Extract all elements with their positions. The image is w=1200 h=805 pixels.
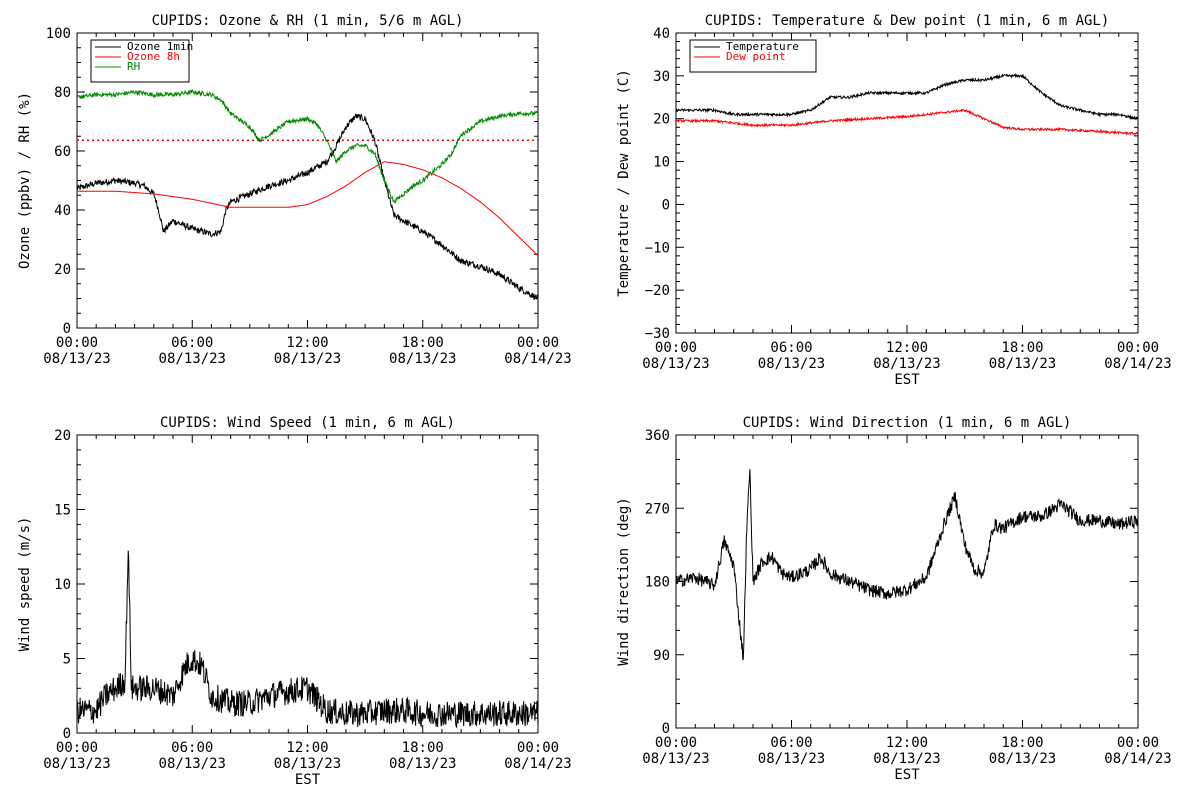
x-tick-label-time: 12:00 <box>886 340 928 356</box>
y-tick-label: 80 <box>54 85 71 101</box>
x-tick-label-time: 00:00 <box>56 335 98 351</box>
y-tick-label: 100 <box>46 26 71 42</box>
x-tick-label-date: 08/13/23 <box>274 756 341 772</box>
y-tick-label: −20 <box>645 283 670 299</box>
x-tick-label-time: 00:00 <box>517 335 559 351</box>
x-tick-label-date: 08/13/23 <box>758 751 825 767</box>
chart-panel-2: CUPIDS: Temperature & Dew point (1 min, … <box>616 13 1172 388</box>
y-tick-label: 0 <box>63 726 71 742</box>
x-axis-label: EST <box>894 767 920 783</box>
chart-panel-3: CUPIDS: Wind Speed (1 min, 6 m AGL) 00:00… <box>17 415 572 788</box>
y-tick-label: 180 <box>645 575 670 591</box>
x-tick-label-date: 08/13/23 <box>642 751 709 767</box>
x-tick-label-date: 08/14/23 <box>1104 751 1171 767</box>
plot-frame <box>675 32 1139 334</box>
x-tick-label-date: 08/13/23 <box>989 356 1056 372</box>
y-tick-label: 15 <box>54 503 71 519</box>
x-tick-label-date: 08/13/23 <box>159 756 226 772</box>
x-tick-label-date: 08/13/23 <box>642 356 709 372</box>
x-tick-label-time: 18:00 <box>402 740 444 756</box>
x-tick-label-time: 18:00 <box>1001 340 1043 356</box>
x-tick-label-time: 18:00 <box>402 335 444 351</box>
y-axis-label: Wind direction (deg) <box>616 497 632 666</box>
y-tick-label: 10 <box>653 155 670 171</box>
x-tick-label-time: 06:00 <box>770 340 812 356</box>
x-axis-label: EST <box>295 772 321 788</box>
chart-title: CUPIDS: Ozone & RH (1 min, 5/6 m AGL) <box>152 13 464 29</box>
legend-label: Temperature <box>726 40 799 53</box>
x-tick-label-date: 08/13/23 <box>43 756 110 772</box>
y-axis-label: Ozone (ppbv) / RH (%) <box>17 92 33 269</box>
x-tick-label-date: 08/13/23 <box>389 756 456 772</box>
y-axis-label: Wind speed (m/s) <box>17 517 33 652</box>
x-tick-label-date: 08/13/23 <box>274 351 341 367</box>
y-tick-label: 360 <box>645 428 670 444</box>
x-tick-label-time: 18:00 <box>1001 735 1043 751</box>
x-tick-label-time: 00:00 <box>655 340 697 356</box>
x-tick-label-time: 00:00 <box>1117 340 1159 356</box>
x-tick-label-date: 08/13/23 <box>159 351 226 367</box>
legend-label: RH <box>127 60 140 73</box>
y-tick-label: 270 <box>645 501 670 517</box>
y-tick-label: 30 <box>653 69 670 85</box>
y-tick-label: 10 <box>54 577 71 593</box>
legend-label: Ozone 8h <box>127 50 180 63</box>
series-line-1 <box>676 469 1138 661</box>
x-tick-label-time: 06:00 <box>171 740 213 756</box>
series-line-1 <box>77 550 538 729</box>
y-tick-label: 5 <box>63 652 71 668</box>
x-tick-label-time: 12:00 <box>286 335 328 351</box>
x-tick-label-time: 00:00 <box>517 740 559 756</box>
series-line-2 <box>77 161 538 256</box>
y-tick-label: 40 <box>653 26 670 42</box>
chart-panel-4: CUPIDS: Wind Direction (1 min, 6 m AGL) 0… <box>616 415 1172 783</box>
x-tick-label-date: 08/13/23 <box>758 356 825 372</box>
legend-label: Dew point <box>726 50 786 63</box>
y-tick-label: 20 <box>653 112 670 128</box>
y-tick-label: 0 <box>662 721 670 737</box>
x-tick-label-time: 06:00 <box>171 335 213 351</box>
y-axis-label: Temperature / Dew point (C) <box>616 69 632 297</box>
series-line-2 <box>676 108 1138 136</box>
x-tick-label-date: 08/13/23 <box>389 351 456 367</box>
x-tick-label-time: 00:00 <box>1117 735 1159 751</box>
chart-title: CUPIDS: Wind Direction (1 min, 6 m AGL) <box>743 415 1072 431</box>
series-line-3 <box>77 89 538 204</box>
x-tick-label-time: 00:00 <box>56 740 98 756</box>
y-tick-label: 0 <box>63 321 71 337</box>
x-tick-label-date: 08/13/23 <box>873 356 940 372</box>
chart-panel-1: CUPIDS: Ozone & RH (1 min, 5/6 m AGL) 00:… <box>17 13 572 367</box>
x-tick-label-date: 08/13/23 <box>43 351 110 367</box>
series-line-1 <box>676 72 1138 121</box>
x-tick-label-time: 06:00 <box>770 735 812 751</box>
y-tick-label: 20 <box>54 262 71 278</box>
legend-box <box>689 39 817 73</box>
x-tick-label-time: 00:00 <box>655 735 697 751</box>
y-tick-label: 90 <box>653 648 670 664</box>
x-axis-label: EST <box>894 372 920 388</box>
chart-title: CUPIDS: Temperature & Dew point (1 min, … <box>705 13 1110 29</box>
x-tick-label-date: 08/14/23 <box>504 351 571 367</box>
chart-title: CUPIDS: Wind Speed (1 min, 6 m AGL) <box>160 415 455 431</box>
y-tick-label: 60 <box>54 144 71 160</box>
y-tick-label: 0 <box>662 197 670 213</box>
x-tick-label-date: 08/13/23 <box>989 751 1056 767</box>
x-tick-label-time: 12:00 <box>286 740 328 756</box>
y-tick-label: 20 <box>54 428 71 444</box>
x-tick-label-date: 08/14/23 <box>504 756 571 772</box>
legend-label: Ozone 1min <box>127 40 193 53</box>
x-tick-label-date: 08/13/23 <box>873 751 940 767</box>
x-tick-label-date: 08/14/23 <box>1104 356 1171 372</box>
y-tick-label: −10 <box>645 240 670 256</box>
x-tick-label-time: 12:00 <box>886 735 928 751</box>
y-tick-label: −30 <box>645 326 670 342</box>
series-line-1 <box>77 113 538 300</box>
y-tick-label: 40 <box>54 203 71 219</box>
